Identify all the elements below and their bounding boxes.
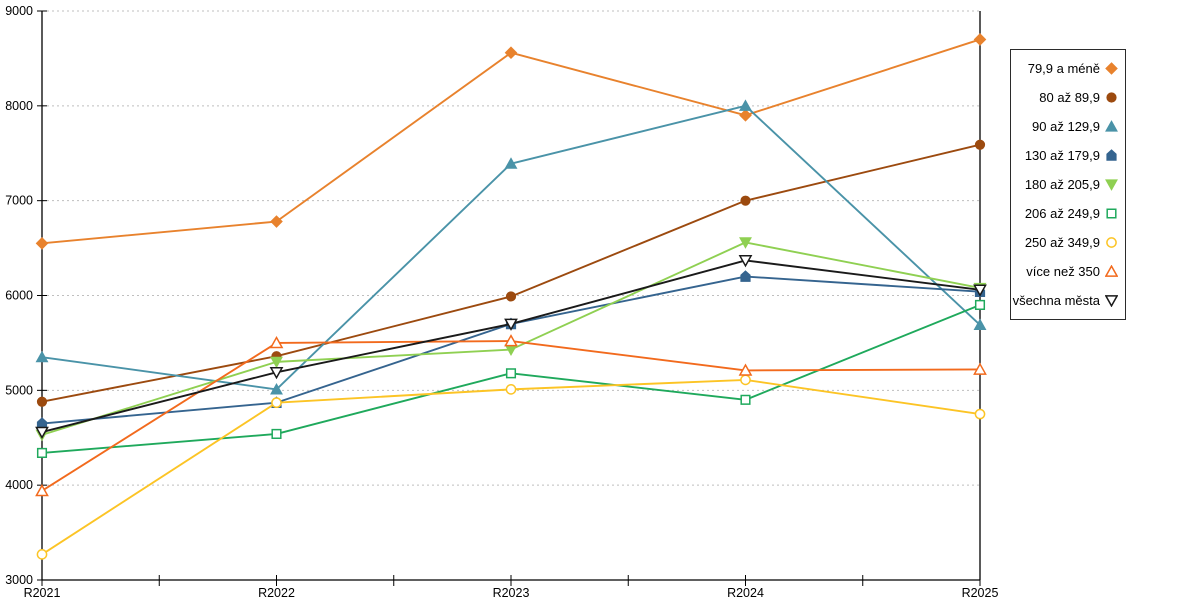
- circle-marker-icon: [740, 195, 751, 206]
- triangle-up-marker-icon: [973, 362, 987, 375]
- x-tick-label: R2025: [962, 586, 999, 600]
- legend-triangle-up-icon: [1105, 264, 1118, 277]
- triangle-down-marker-icon: [504, 318, 518, 331]
- legend-label: 130 až 179,9: [1024, 148, 1100, 164]
- y-tick-label: 4000: [5, 478, 33, 492]
- triangle-down-marker-icon: [739, 237, 752, 249]
- x-tick-label: R2022: [258, 586, 295, 600]
- triangle-down-marker-icon: [269, 366, 284, 380]
- triangle-up-marker-icon: [738, 363, 753, 376]
- triangle-up-marker-icon: [739, 99, 752, 111]
- legend-circle-icon: [1106, 236, 1117, 248]
- legend-triangle-up-icon: [1105, 120, 1118, 132]
- y-tick-label: 5000: [5, 383, 33, 397]
- square-marker-icon: [974, 299, 986, 311]
- circle-marker-icon: [1106, 236, 1117, 248]
- legend-label: 79,9 a méně: [1027, 61, 1100, 77]
- series-1: [35, 33, 987, 250]
- triangle-up-marker-icon: [973, 318, 987, 330]
- legend-label: všechna města: [1012, 292, 1100, 308]
- y-tick-label: 3000: [5, 573, 33, 587]
- diamond-marker-icon: [35, 237, 49, 250]
- pentagon-marker-icon: [1106, 149, 1117, 161]
- legend-label: více než 350: [1026, 263, 1100, 279]
- series-line: [41, 378, 981, 556]
- circle-marker-icon: [505, 291, 517, 302]
- series-3: [35, 99, 987, 395]
- triangle-up-marker-icon: [35, 483, 49, 497]
- y-tick-label: 7000: [5, 194, 33, 208]
- circle-marker-icon: [505, 384, 517, 395]
- series-line: [41, 340, 981, 492]
- triangle-up-marker-icon: [270, 382, 283, 395]
- circle-marker-icon: [271, 397, 282, 409]
- y-tick-label: 8000: [5, 99, 33, 113]
- diamond-marker-icon: [504, 46, 518, 60]
- square-marker-icon: [740, 394, 751, 405]
- legend-item-4: 130 až 179,9: [1015, 142, 1118, 170]
- legend-item-2: 80 až 89,9: [1015, 84, 1118, 112]
- square-marker-icon: [271, 428, 282, 440]
- legend-label: 180 až 205,9: [1024, 176, 1100, 192]
- triangle-down-marker-icon: [1105, 294, 1118, 307]
- diamond-marker-icon: [270, 215, 283, 228]
- triangle-up-marker-icon: [35, 350, 49, 363]
- triangle-up-marker-icon: [504, 157, 518, 169]
- square-marker-icon: [505, 368, 517, 379]
- triangle-down-marker-icon: [1105, 179, 1118, 191]
- y-tick-label: 6000: [5, 289, 33, 303]
- series-line: [41, 38, 981, 245]
- x-tick-label: R2024: [727, 586, 764, 600]
- triangle-down-marker-icon: [270, 356, 283, 369]
- x-tick-label: R2023: [493, 586, 530, 600]
- triangle-down-marker-icon: [973, 284, 987, 297]
- y-tick-label: 9000: [5, 4, 33, 18]
- circle-marker-icon: [1106, 92, 1117, 103]
- triangle-up-marker-icon: [504, 334, 518, 347]
- legend-triangle-down-icon: [1105, 294, 1118, 307]
- triangle-up-marker-icon: [1105, 120, 1118, 132]
- circle-marker-icon: [740, 374, 751, 386]
- legend-label: 250 až 349,9: [1024, 234, 1100, 250]
- legend-item-8: více než 350: [1015, 257, 1118, 285]
- legend-item-7: 250 až 349,9: [1015, 228, 1118, 256]
- chart-legend: 79,9 a méně 80 až 89,9 90 až 129,9 130 až 1…: [1010, 49, 1126, 320]
- legend-item-1: 79,9 a méně: [1015, 55, 1118, 83]
- legend-circle-icon: [1106, 92, 1117, 103]
- series-9: [35, 255, 987, 439]
- series-6: [36, 299, 986, 458]
- circle-marker-icon: [974, 408, 986, 420]
- triangle-up-marker-icon: [1105, 264, 1118, 277]
- triangle-up-marker-icon: [269, 335, 284, 349]
- circle-marker-icon: [36, 396, 48, 407]
- series-line: [41, 143, 981, 403]
- square-marker-icon: [1106, 208, 1117, 219]
- legend-pentagon-icon: [1106, 149, 1117, 161]
- legend-label: 206 až 249,9: [1024, 205, 1100, 221]
- legend-label: 90 až 129,9: [1032, 119, 1100, 135]
- x-tick-label: R2021: [24, 586, 61, 600]
- legend-item-9: všechna města: [1012, 286, 1118, 314]
- diamond-marker-icon: [739, 109, 752, 122]
- pentagon-marker-icon: [740, 270, 751, 282]
- circle-marker-icon: [36, 549, 48, 560]
- diamond-marker-icon: [1105, 62, 1118, 76]
- circle-marker-icon: [974, 139, 986, 150]
- diamond-marker-icon: [973, 33, 987, 46]
- legend-square-icon: [1106, 208, 1117, 219]
- square-marker-icon: [36, 447, 48, 458]
- legend-diamond-icon: [1105, 62, 1118, 76]
- triangle-down-marker-icon: [738, 255, 753, 268]
- legend-item-3: 90 až 129,9: [1015, 113, 1118, 141]
- legend-triangle-down-icon: [1105, 179, 1118, 191]
- triangle-down-marker-icon: [35, 426, 49, 439]
- legend-label: 80 až 89,9: [1039, 90, 1100, 106]
- legend-item-6: 206 až 249,9: [1015, 199, 1118, 227]
- series-7: [36, 374, 986, 560]
- legend-item-5: 180 až 205,9: [1015, 170, 1118, 198]
